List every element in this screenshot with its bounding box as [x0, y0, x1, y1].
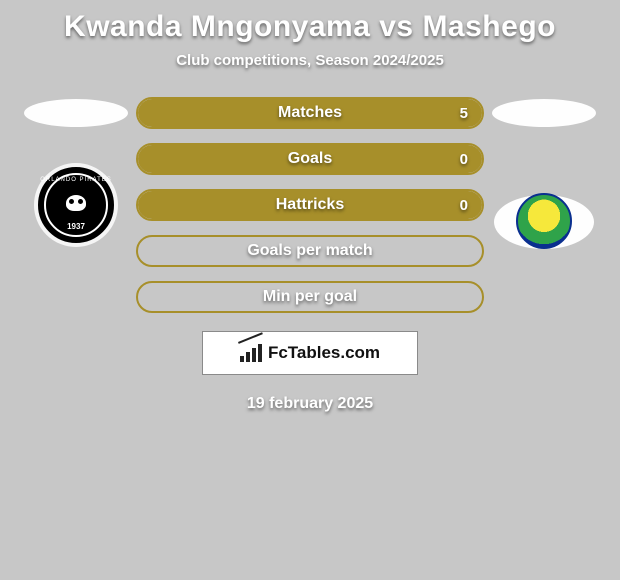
footer-date: 19 february 2025 [0, 395, 620, 413]
right-player-photo-placeholder [492, 99, 596, 127]
left-player-column: ORLANDO PIRATES 1937 [16, 97, 136, 247]
left-badge-label: ORLANDO PIRATES [38, 177, 114, 183]
page-title: Kwanda Mngonyama vs Mashego [0, 0, 620, 52]
right-player-column [484, 97, 604, 249]
stat-bar-hattricks: Hattricks 0 [136, 189, 484, 221]
left-club-badge: ORLANDO PIRATES 1937 [34, 163, 118, 247]
stat-bar-matches: Matches 5 [136, 97, 484, 129]
stat-label: Min per goal [263, 288, 357, 306]
skull-icon [66, 195, 86, 211]
stat-label: Hattricks [276, 196, 344, 214]
branding-text: FcTables.com [268, 343, 380, 363]
stat-bar-goals-per-match: Goals per match [136, 235, 484, 267]
right-club-badge [494, 195, 594, 249]
stat-value-right: 0 [460, 197, 468, 214]
stat-bar-goals: Goals 0 [136, 143, 484, 175]
sundowns-icon [516, 193, 572, 249]
page-subtitle: Club competitions, Season 2024/2025 [0, 52, 620, 69]
stat-label: Goals per match [247, 242, 372, 260]
stat-bar-min-per-goal: Min per goal [136, 281, 484, 313]
left-badge-year: 1937 [38, 222, 114, 231]
stat-value-right: 0 [460, 151, 468, 168]
stat-value-right: 5 [460, 105, 468, 122]
branding-box: FcTables.com [202, 331, 418, 375]
stats-bars: Matches 5 Goals 0 Hattricks 0 Goals per match M… [136, 97, 484, 313]
left-player-photo-placeholder [24, 99, 128, 127]
stat-label: Goals [288, 150, 332, 168]
bar-chart-icon [240, 344, 262, 362]
comparison-row: ORLANDO PIRATES 1937 Matches5Goals0Hattr… [0, 97, 620, 313]
stat-label: Matches [278, 104, 342, 122]
